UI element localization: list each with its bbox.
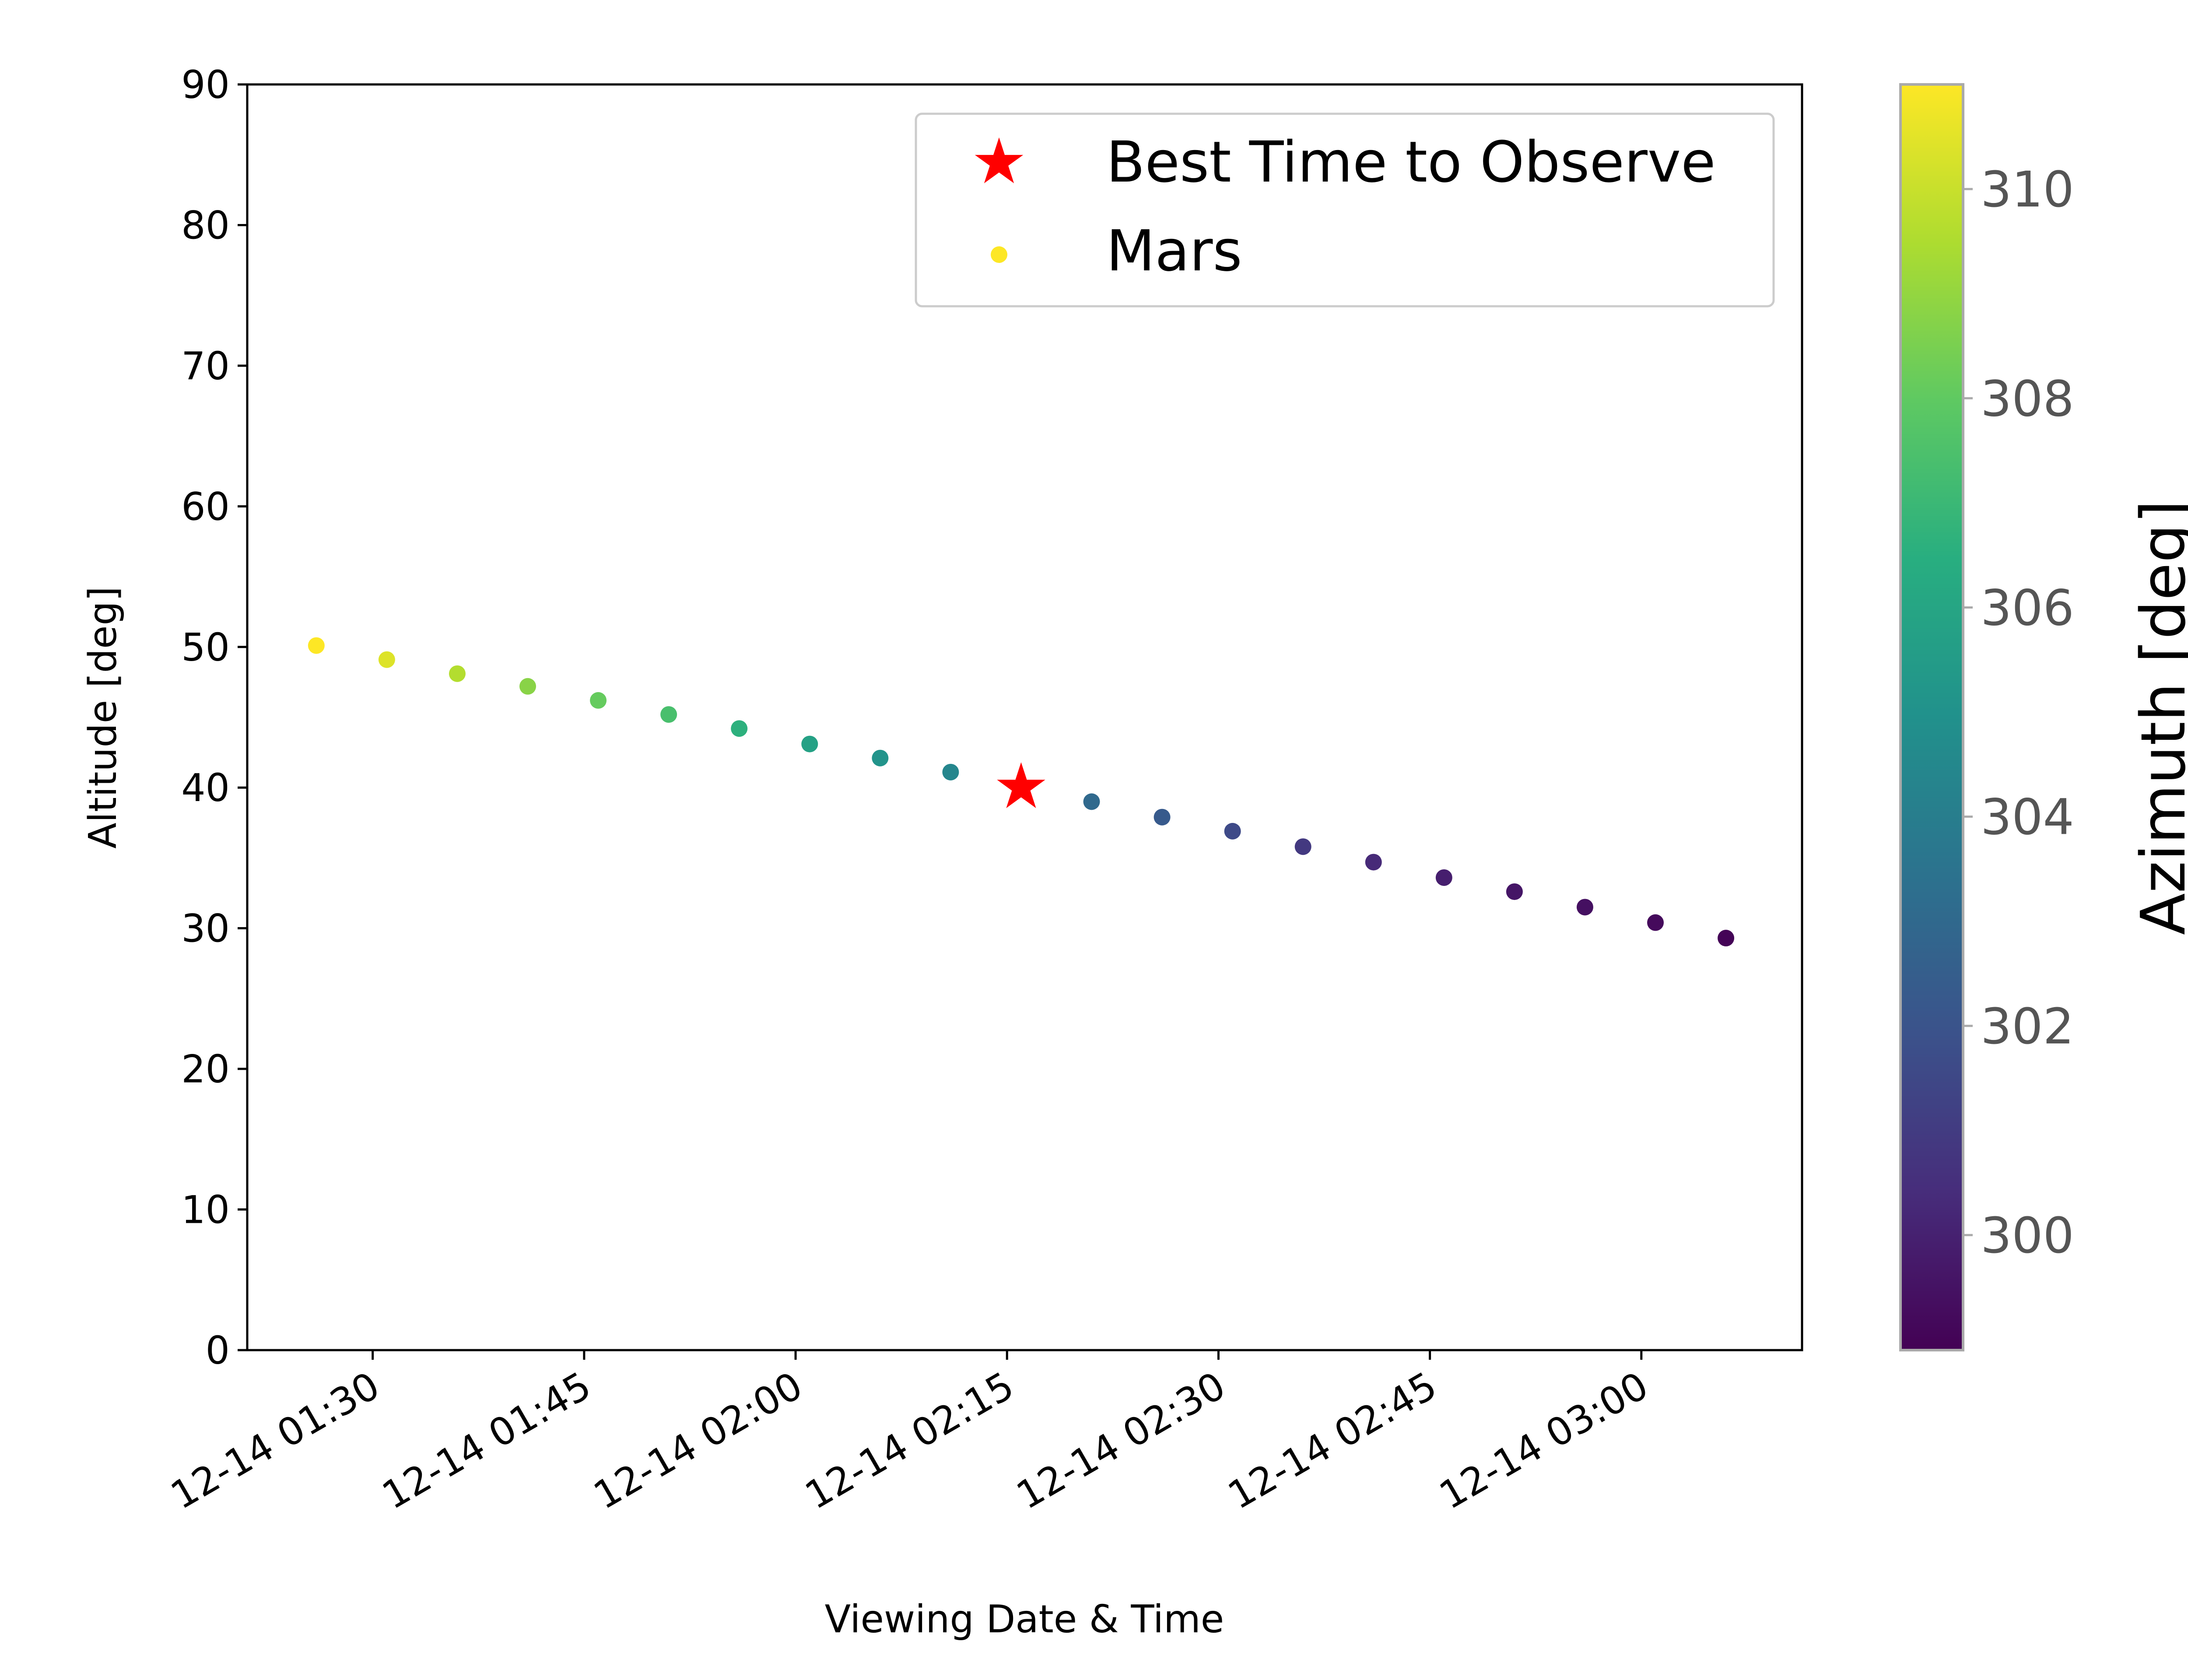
y-tick-label: 40 xyxy=(181,766,230,810)
x-tick-label: 12-14 01:30 xyxy=(163,1363,387,1518)
colorbar-tick-label: 302 xyxy=(1981,998,2074,1055)
y-tick-label: 70 xyxy=(181,344,230,388)
mars-point xyxy=(308,637,325,654)
y-tick-label: 10 xyxy=(181,1188,230,1232)
legend-label-mars: Mars xyxy=(1106,218,1242,284)
colorbar-tick-label: 308 xyxy=(1981,371,2074,427)
y-tick-label: 0 xyxy=(206,1328,230,1373)
y-tick-label: 30 xyxy=(181,906,230,951)
mars-point xyxy=(590,692,607,709)
colorbar-gradient xyxy=(1899,83,1964,1351)
mars-point xyxy=(378,651,395,668)
x-tick-label: 12-14 02:30 xyxy=(1009,1363,1233,1518)
data-points xyxy=(308,637,1735,947)
x-tick-label: 12-14 02:00 xyxy=(586,1363,810,1518)
colorbar-tick-label: 306 xyxy=(1981,580,2074,637)
mars-point xyxy=(1718,930,1735,947)
mars-point xyxy=(1647,914,1664,931)
mars-point xyxy=(1435,869,1452,886)
mars-point xyxy=(942,763,959,780)
mars-point xyxy=(449,665,466,682)
mars-point xyxy=(1294,838,1311,855)
colorbar-ticks: 300 302 304 306 308 310 xyxy=(1963,161,2074,1264)
mars-point xyxy=(1365,854,1382,871)
legend-box xyxy=(915,112,1775,308)
mars-point xyxy=(1083,793,1100,810)
y-tick-label: 60 xyxy=(181,484,230,529)
x-axis-title: Viewing Date & Time xyxy=(825,1597,1224,1642)
x-tick-label: 12-14 03:00 xyxy=(1432,1363,1655,1518)
y-tick-label: 90 xyxy=(181,63,230,107)
legend: Best Time to Observe Mars xyxy=(915,112,1775,308)
colorbar-tick-label: 310 xyxy=(1981,161,2074,218)
best-time-star xyxy=(997,762,1045,808)
legend-label-best-time: Best Time to Observe xyxy=(1106,130,1716,195)
mars-point xyxy=(1224,822,1241,840)
y-tick-label: 20 xyxy=(181,1047,230,1092)
y-tick-label: 80 xyxy=(181,203,230,248)
y-axis: 0 10 20 30 40 50 60 70 80 90 xyxy=(181,63,247,1373)
legend-star-icon xyxy=(975,137,1024,183)
colorbar: 300 302 304 306 308 310 Azimuth [deg] xyxy=(1899,83,2188,1351)
mars-point xyxy=(1576,899,1593,916)
mars-point xyxy=(519,678,536,695)
mars-point xyxy=(1154,808,1171,826)
mars-point xyxy=(731,720,748,737)
colorbar-tick-label: 304 xyxy=(1981,789,2074,846)
mars-point xyxy=(872,749,889,766)
colorbar-tick-label: 300 xyxy=(1981,1208,2074,1264)
y-tick-label: 50 xyxy=(181,625,230,670)
mars-point xyxy=(801,735,818,752)
mars-point xyxy=(660,706,677,723)
mars-point xyxy=(1506,883,1523,900)
colorbar-title: Azimuth [deg] xyxy=(2128,500,2188,935)
legend-dot-icon xyxy=(991,246,1007,263)
x-tick-label: 12-14 02:15 xyxy=(798,1363,1021,1518)
y-axis-title: Altitude [deg] xyxy=(81,586,125,848)
x-tick-label: 12-14 02:45 xyxy=(1220,1363,1444,1518)
x-tick-label: 12-14 01:45 xyxy=(375,1363,598,1518)
